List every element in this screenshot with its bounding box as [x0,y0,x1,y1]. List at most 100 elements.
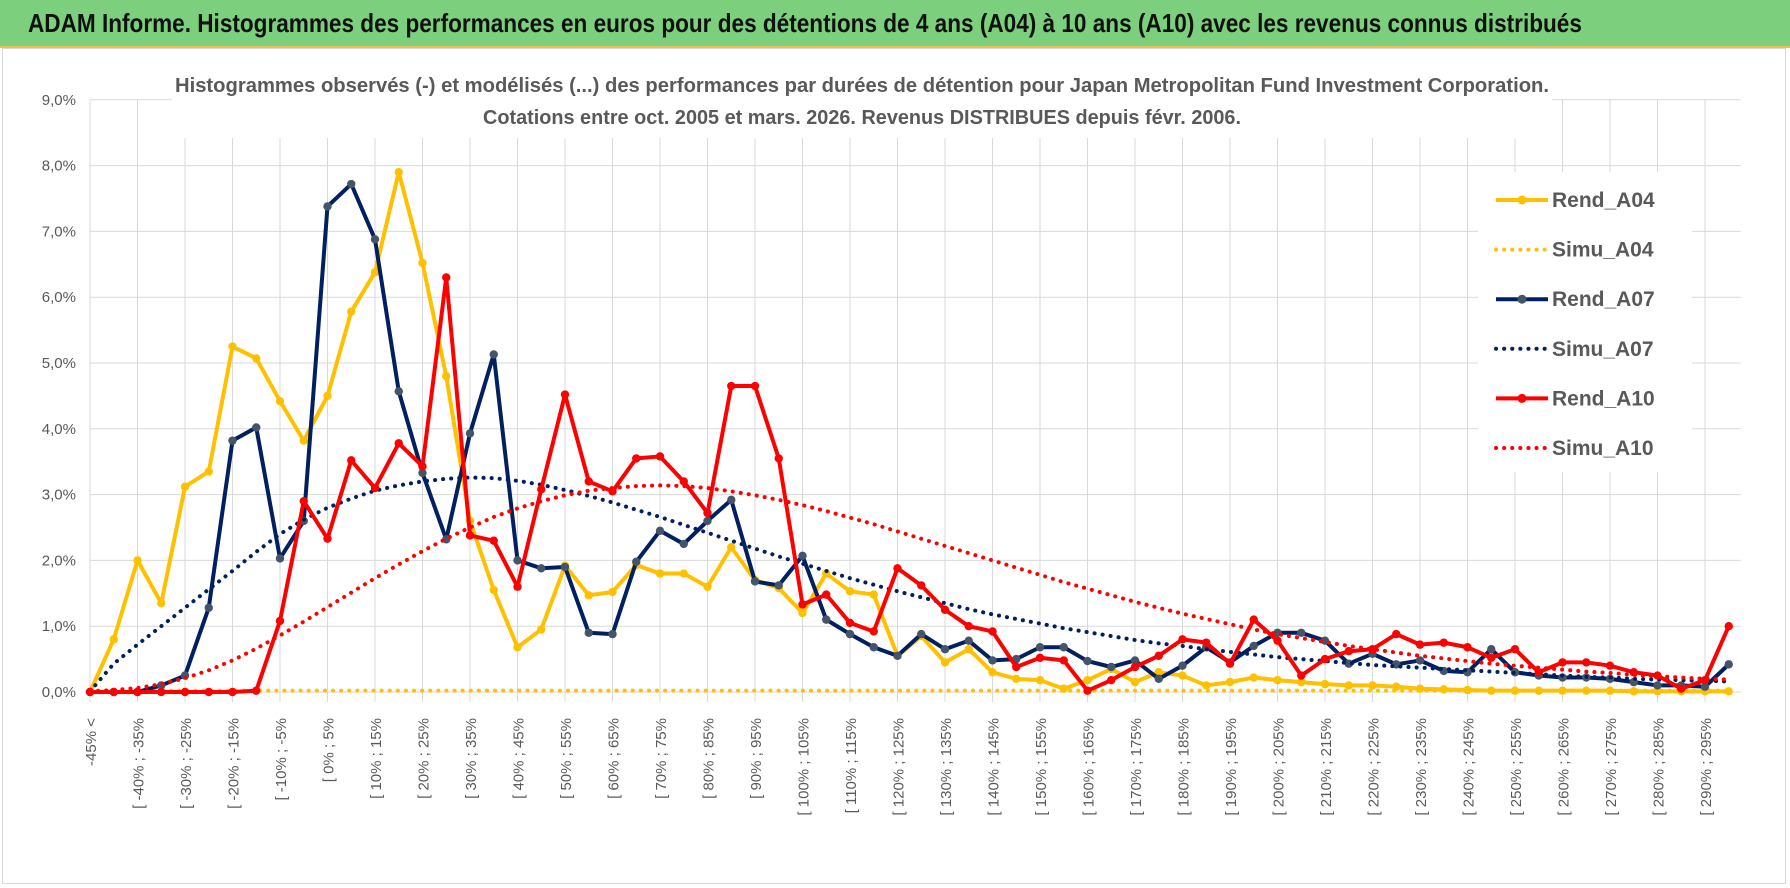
legend-item: Simu_A04 [1494,239,1654,262]
data-point [1558,658,1567,667]
data-point [299,436,308,445]
x-tick-label: [ 100% ; 105% [796,718,813,816]
x-tick-label: [ 240% ; 245% [1461,718,1478,816]
x-tick-label: [ 180% ; 185% [1176,718,1193,816]
data-point [204,467,213,476]
data-point [1297,677,1306,687]
x-tick-label: [ -40% ; -35% [131,718,148,809]
data-point [180,482,190,491]
data-point [133,687,142,697]
data-point [252,423,261,432]
series-line [90,275,1731,694]
legend: Rend_A04 Simu_A04 Rend_A07 Simu_A07 Rend_A10… [1478,172,1692,472]
data-point [750,577,760,586]
x-tick-label: [ 270% ; 275% [1603,718,1620,816]
legend-label: Rend_A10 [1552,387,1655,410]
data-point [157,687,166,697]
x-tick-label: [ 0% ; 5% [321,718,338,782]
data-point [1439,638,1448,647]
data-point [869,643,878,652]
data-point [1724,622,1733,631]
data-point [1510,645,1520,654]
data-point [1178,661,1187,670]
x-tick-label: [ 190% ; 195% [1223,718,1240,816]
x-tick-label: [ 220% ; 225% [1366,718,1383,816]
data-point [1083,686,1092,695]
x-tick-label: [ 40% ; 45% [511,718,528,799]
chart-subtitle: Cotations entre oct. 2005 et mars. 2026.… [483,107,1241,129]
y-tick-label: 5,0% [42,355,76,372]
legend-item: Rend_A10 [1496,387,1655,410]
x-tick-label: [ 210% ; 215% [1318,718,1335,816]
legend-item: Rend_A04 [1496,189,1655,212]
data-point [1392,629,1401,639]
y-tick-label: 3,0% [42,487,76,504]
data-point [394,167,403,177]
x-tick-label: [ 10% ; 15% [368,718,385,799]
data-point [323,202,332,211]
legend-marker [1517,294,1527,304]
data-point [584,591,593,600]
legend-label: Rend_A04 [1552,189,1655,212]
data-point [1154,668,1163,677]
data-point [133,556,142,565]
data-point [893,651,902,661]
x-tick-label: [ 150% ; 155% [1033,718,1050,816]
y-tick-label: 8,0% [42,158,76,175]
data-point [347,456,356,465]
x-tick-label: [ -30% ; -25% [178,718,195,809]
legend-label: Simu_A04 [1552,239,1654,262]
data-point [394,439,403,448]
data-point [323,391,332,401]
data-point [1534,668,1543,677]
data-point [1677,684,1686,693]
y-axis-ticks: 0,0% 1,0% 2,0% 3,0% 4,0% 5,0% 6,0% 7,0% 8,0% 9,0% [42,92,76,701]
legend-box [1478,172,1692,472]
data-point [1130,662,1140,672]
data-point [347,307,356,316]
data-point [157,598,166,608]
data-point [560,390,570,399]
data-point [370,483,380,493]
data-point [1249,673,1258,682]
data-point [513,556,522,565]
x-tick-label: [ -20% ; -15% [226,718,243,809]
data-point [940,645,950,654]
legend-item: Simu_A07 [1494,338,1654,361]
data-point [869,590,878,599]
x-tick-label: [ 250% ; 255% [1508,718,1525,816]
data-point [442,371,451,381]
data-point [1012,674,1021,684]
data-point [988,627,997,636]
data-point [1487,645,1496,654]
legend-label: Rend_A07 [1552,288,1655,311]
data-point [513,643,522,652]
data-point [988,668,997,677]
y-tick-label: 9,0% [42,92,76,109]
x-tick-label: [ 110% ; 115% [843,718,860,813]
series-line [88,475,1731,694]
data-point [750,381,760,391]
data-point [537,625,546,634]
data-point [1107,662,1116,672]
x-tick-label: [ 70% ; 75% [653,718,670,799]
data-point [1154,674,1163,684]
data-point [1273,675,1282,685]
data-point [109,635,118,644]
x-tick-label: [ 50% ; 55% [558,718,575,799]
data-point [1083,675,1092,685]
data-point [917,629,926,639]
legend-label: Simu_A10 [1552,437,1654,460]
data-point [323,534,332,543]
data-point [1297,671,1306,680]
data-point [489,350,498,359]
data-point [632,454,641,463]
x-tick-label: [ 140% ; 145% [986,718,1003,816]
data-point [1487,653,1496,662]
data-point [228,436,237,445]
series-layer [85,167,1733,697]
data-point [1178,671,1187,680]
data-point [1320,679,1330,689]
data-point [1225,677,1235,687]
data-point [1059,656,1068,665]
